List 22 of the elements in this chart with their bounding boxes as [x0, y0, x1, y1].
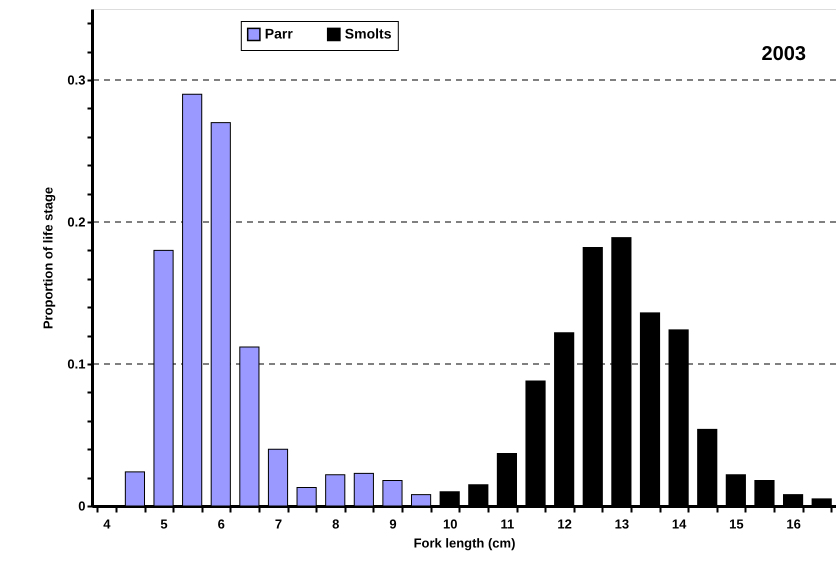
x-tick-label: 14 — [672, 516, 688, 532]
y-tick-label: 0.1 — [67, 356, 86, 372]
text: 2003 — [762, 43, 806, 65]
y-tick-label: 0.2 — [67, 214, 86, 230]
x-tick-label: 5 — [160, 516, 168, 532]
x-tick-label: 4 — [103, 516, 112, 532]
legend-label: Smolts — [344, 25, 392, 42]
y-tick-label: 0.3 — [67, 72, 86, 88]
x-tick-label: 8 — [332, 516, 340, 532]
x-tick-label: 11 — [500, 516, 514, 532]
y-axis-title: Proportion of life stage — [40, 186, 56, 330]
x-tick-label: 15 — [729, 516, 744, 532]
x-tick-label: 7 — [274, 516, 282, 532]
x-tick-label: 10 — [442, 516, 458, 532]
legend-label: Parr — [264, 25, 294, 42]
x-tick-label: 9 — [389, 516, 397, 532]
x-tick-label: 6 — [218, 516, 225, 532]
x-tick-label: 12 — [557, 516, 572, 532]
x-axis-title: Fork length (cm) — [414, 536, 516, 550]
y-tick-label: 0 — [78, 498, 86, 514]
x-tick-label: 16 — [786, 516, 801, 532]
x-tick-label: 13 — [614, 516, 630, 532]
